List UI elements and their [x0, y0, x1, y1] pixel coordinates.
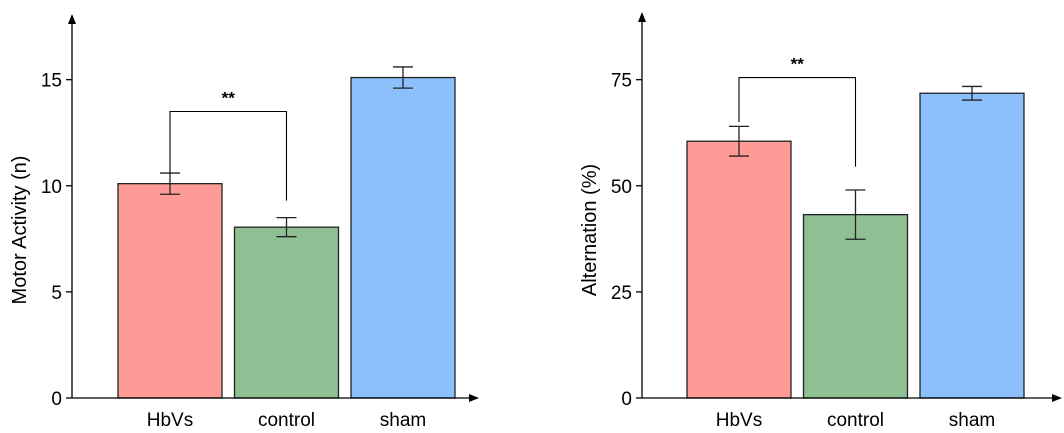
- chart-panel-2: HbVs control sham 0 25 50 75 Alternation (%) **: [579, 12, 1062, 431]
- x-tick-label: control: [827, 410, 884, 431]
- y-tick-label: 75: [611, 71, 632, 92]
- bar-sham: [350, 76, 456, 399]
- x-tick-label: sham: [380, 410, 426, 431]
- y-axis-arrow-icon: [638, 12, 646, 22]
- x-tick-label: control: [258, 410, 315, 431]
- bracket-line: [169, 110, 288, 201]
- y-tick-label: 5: [51, 283, 62, 304]
- significance-bracket: **: [169, 89, 288, 201]
- error-bar-sham: [962, 85, 982, 101]
- bar-control: [802, 213, 909, 399]
- x-tick-label: sham: [949, 410, 995, 431]
- y-tick-label: 50: [611, 177, 632, 198]
- x-tick-label: HbVs: [147, 410, 193, 431]
- x-tick-label: HbVs: [716, 410, 762, 431]
- bar-hbvs: [686, 140, 792, 399]
- significance-bracket: **: [738, 55, 857, 167]
- y-tick-label: 10: [41, 177, 62, 198]
- error-bar-sham: [393, 66, 413, 89]
- bar-control: [233, 226, 340, 399]
- chart-panel-1: HbVs control sham 0 5 10 15 Motor Activity (n) *…: [9, 14, 479, 431]
- bar-hbvs: [117, 183, 223, 399]
- significance-label: **: [791, 55, 805, 74]
- error-bar-control: [276, 216, 297, 238]
- y-tick-label: 0: [51, 389, 62, 410]
- significance-label: **: [222, 89, 236, 108]
- x-axis-arrow-icon: [469, 394, 479, 402]
- y-tick-label: 25: [611, 283, 632, 304]
- bar-sham: [919, 92, 1025, 399]
- y-tick-label: 0: [621, 389, 632, 410]
- bracket-line: [738, 76, 857, 167]
- y-axis-title: Alternation (%): [579, 164, 601, 296]
- x-axis-arrow-icon: [1052, 394, 1062, 402]
- y-axis-title: Motor Activity (n): [9, 156, 31, 305]
- y-axis-arrow-icon: [68, 14, 76, 24]
- y-tick-label: 15: [41, 71, 62, 92]
- error-bar-control: [845, 189, 866, 240]
- error-bar-hbvs: [729, 125, 749, 157]
